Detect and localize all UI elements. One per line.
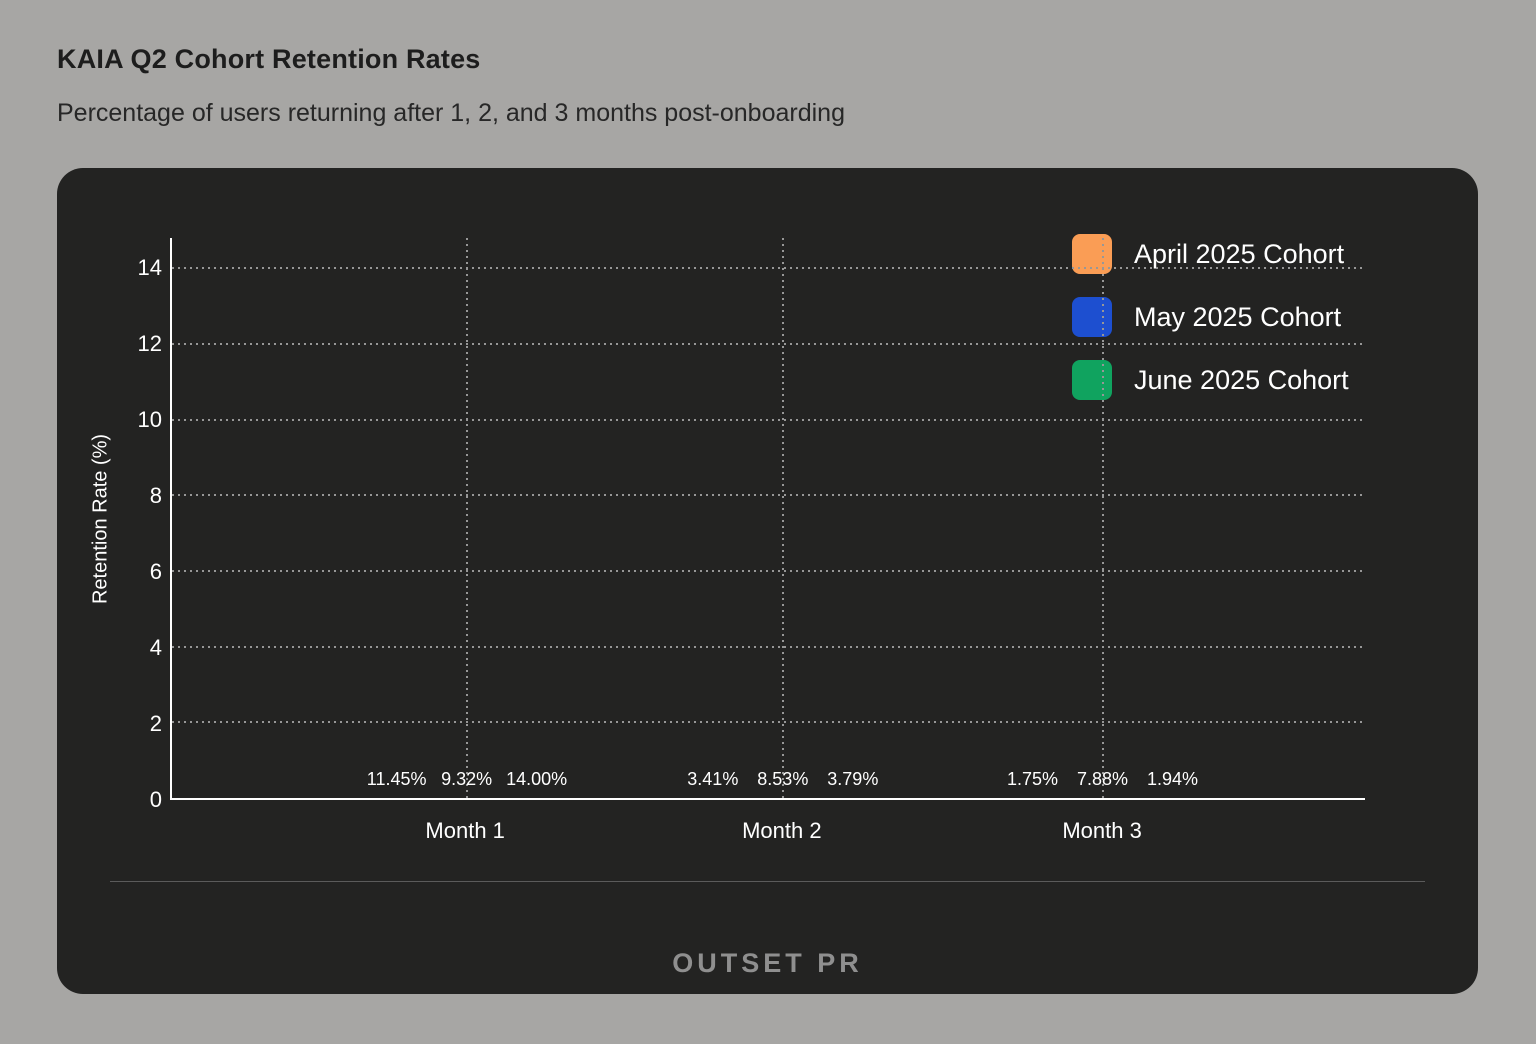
legend-swatch-may-2025-cohort <box>1072 297 1112 337</box>
legend-label: April 2025 Cohort <box>1134 238 1345 269</box>
chart-subtitle: Percentage of users returning after 1, 2… <box>57 99 845 127</box>
h-gridline <box>172 645 1365 648</box>
y-tick-label: 6 <box>149 559 162 585</box>
bar-value-label: 1.75% <box>1007 769 1059 789</box>
x-tick-label-month-3: Month 3 <box>1062 818 1142 843</box>
bar-value-label: 14.00% <box>506 769 568 789</box>
bar-value-label: 7.88% <box>1077 769 1129 789</box>
h-gridline <box>172 418 1365 421</box>
legend-label: June 2025 Cohort <box>1134 364 1349 395</box>
bar-value-label: 11.45% <box>366 769 427 789</box>
h-gridline <box>172 267 1365 270</box>
x-tick-label-month-1: Month 1 <box>425 818 505 843</box>
legend-item-june-2025-cohort: June 2025 Cohort <box>1072 360 1349 400</box>
chart-card: Retention Rate (%) 0 2 4 6 8 10 12 14 11.45% 9.3… <box>57 168 1478 994</box>
x-tick-label-month-2: Month 2 <box>742 818 822 843</box>
h-gridline <box>172 721 1365 724</box>
h-gridline <box>172 342 1365 345</box>
legend-item-may-2025-cohort: May 2025 Cohort <box>1072 297 1349 337</box>
watermark-logo: OUTSET PR <box>672 948 863 978</box>
x-axis-labels: Month 1 Month 2 Month 3 <box>170 818 1365 848</box>
y-axis-ticks: 0 2 4 6 8 10 12 14 <box>97 238 162 812</box>
chart-header: KAIA Q2 Cohort Retention Rates Percentag… <box>57 44 845 128</box>
v-gridline <box>781 238 784 798</box>
y-tick-label: 4 <box>149 635 162 661</box>
plot-area: 11.45% 9.32% 14.00% 3.41% 8.53% 3.79% 1.75% 7.8… <box>170 238 1365 800</box>
v-gridline <box>1101 238 1104 798</box>
y-tick-label: 0 <box>149 787 162 812</box>
y-tick-label: 8 <box>149 483 162 509</box>
legend-label: May 2025 Cohort <box>1134 301 1342 332</box>
chart-title: KAIA Q2 Cohort Retention Rates <box>57 44 481 74</box>
bar-value-label: 9.32% <box>441 769 493 789</box>
bar-value-label: 8.53% <box>757 769 809 789</box>
y-tick-label: 12 <box>137 331 162 357</box>
legend: April 2025 Cohort May 2025 Cohort June 202… <box>1072 234 1349 423</box>
bar-value-label: 1.94% <box>1147 769 1199 789</box>
y-tick-label: 14 <box>137 255 162 281</box>
h-gridline <box>172 494 1365 497</box>
bar-value-label: 3.41% <box>687 769 739 789</box>
bar-value-label: 3.79% <box>827 769 879 789</box>
legend-swatch-june-2025-cohort <box>1072 360 1112 400</box>
v-gridline <box>465 238 468 798</box>
h-gridline <box>172 569 1365 572</box>
footer-divider <box>110 881 1425 882</box>
y-tick-label: 2 <box>149 711 162 737</box>
y-tick-label: 10 <box>137 407 162 433</box>
